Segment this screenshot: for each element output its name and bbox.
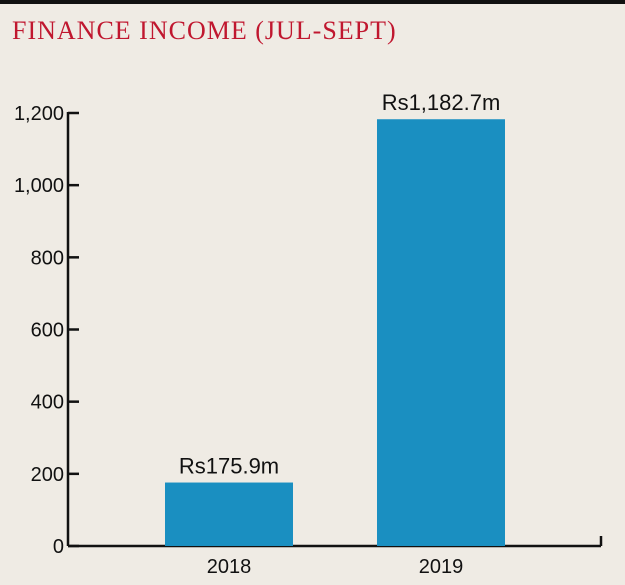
- x-tick-label-2019: 2019: [419, 556, 464, 578]
- bar-2019: [377, 119, 505, 546]
- data-label-2018: Rs175.9m: [179, 454, 279, 479]
- y-tick-label: 800: [31, 247, 64, 269]
- y-ticks: 0 200 400 600 800 1,000 1,200: [14, 103, 79, 558]
- top-rule: [0, 0, 625, 4]
- x-tick-labels: 2018 2019: [207, 556, 464, 578]
- y-tick-label: 400: [31, 392, 64, 414]
- x-axis: [68, 536, 603, 548]
- data-labels: Rs175.9m Rs1,182.7m: [179, 90, 500, 478]
- chart-title: FINANCE INCOME (JUL-SEPT): [12, 16, 397, 45]
- y-tick-label: 0: [53, 536, 64, 558]
- y-tick-label: 1,200: [14, 103, 64, 125]
- data-label-2019: Rs1,182.7m: [382, 90, 501, 115]
- y-tick-label: 1,000: [14, 175, 64, 197]
- y-tick-label: 600: [31, 320, 64, 342]
- bars: [165, 119, 505, 546]
- x-tick-label-2018: 2018: [207, 556, 252, 578]
- y-tick-label: 200: [31, 464, 64, 486]
- bar-2018: [165, 482, 293, 546]
